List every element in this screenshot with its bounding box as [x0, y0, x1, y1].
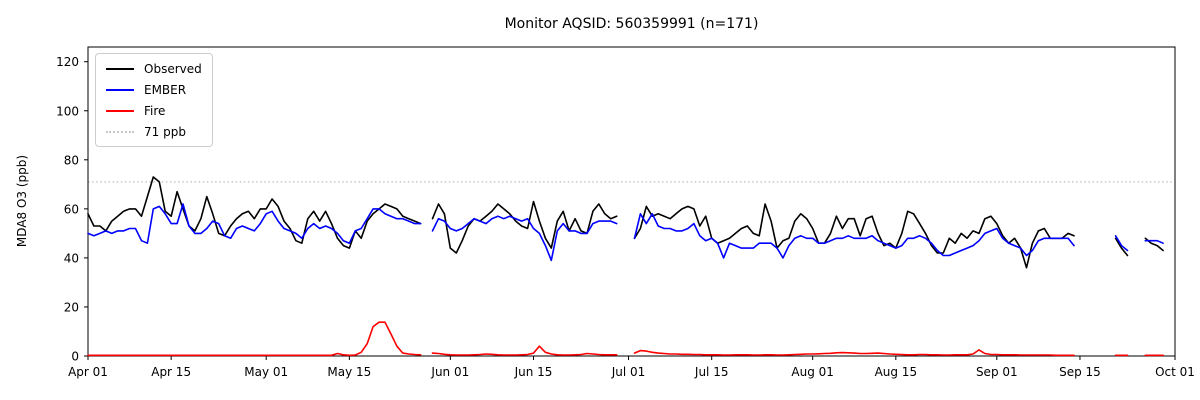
series-line-observed — [1114, 237, 1129, 257]
series-line-ember — [87, 203, 422, 244]
y-axis-tick-label: 100 — [56, 104, 79, 118]
series-line-observed — [633, 203, 1075, 269]
x-axis-tick-label: Aug 01 — [791, 365, 834, 379]
series-line-observed — [431, 200, 618, 254]
plot-frame — [87, 46, 1176, 357]
y-axis-tick-label: 40 — [64, 251, 79, 265]
series-line-observed — [87, 176, 422, 249]
legend-line-sample — [106, 109, 134, 112]
x-axis-tick-label: Aug 15 — [875, 365, 918, 379]
x-axis-tick-label: Apr 01 — [68, 365, 108, 379]
legend-line-sample — [106, 67, 134, 70]
x-axis-tick-label: May 01 — [244, 365, 288, 379]
series-line-fire — [633, 349, 1075, 357]
x-axis-tick-label: Oct 01 — [1155, 365, 1195, 379]
y-axis-tick-label: 20 — [64, 300, 79, 314]
legend-label: EMBER — [144, 82, 187, 97]
x-axis-tick-label: Jun 15 — [514, 365, 553, 379]
legend-item-fire: Fire — [106, 103, 202, 118]
legend-label: Observed — [144, 61, 202, 76]
legend-label: 71 ppb — [144, 124, 186, 139]
x-axis-tick-label: Jun 01 — [430, 365, 469, 379]
legend: Observed EMBER Fire 71 ppb — [95, 53, 213, 147]
x-axis-tick-label: Apr 15 — [151, 365, 191, 379]
x-axis-tick-label: Jul 01 — [611, 365, 646, 379]
series-line-fire — [87, 321, 422, 357]
y-axis-tick-label: 80 — [64, 153, 79, 167]
y-axis-tick-label: 0 — [71, 350, 79, 364]
x-axis-tick-label: Jul 15 — [694, 365, 729, 379]
legend-item-observed: Observed — [106, 61, 202, 76]
legend-line-sample — [106, 130, 134, 133]
series-line-ember — [431, 215, 618, 262]
y-axis-tick-label: 120 — [56, 55, 79, 69]
y-axis-tick-label: 60 — [64, 202, 79, 216]
x-axis-tick-label: Sep 15 — [1059, 365, 1101, 379]
series-line-ember — [633, 213, 1075, 259]
chart-title: Monitor AQSID: 560359991 (n=171) — [504, 16, 759, 32]
x-axis-tick-label: Sep 01 — [976, 365, 1018, 379]
series-line-ember — [1114, 235, 1129, 252]
legend-item-ember: EMBER — [106, 82, 202, 97]
legend-label: Fire — [144, 103, 166, 118]
series-line-ember — [1144, 239, 1164, 244]
legend-line-sample — [106, 88, 134, 91]
legend-item-71-ppb: 71 ppb — [106, 124, 202, 139]
x-axis-tick-label: May 15 — [327, 365, 371, 379]
series-line-fire — [431, 345, 618, 356]
